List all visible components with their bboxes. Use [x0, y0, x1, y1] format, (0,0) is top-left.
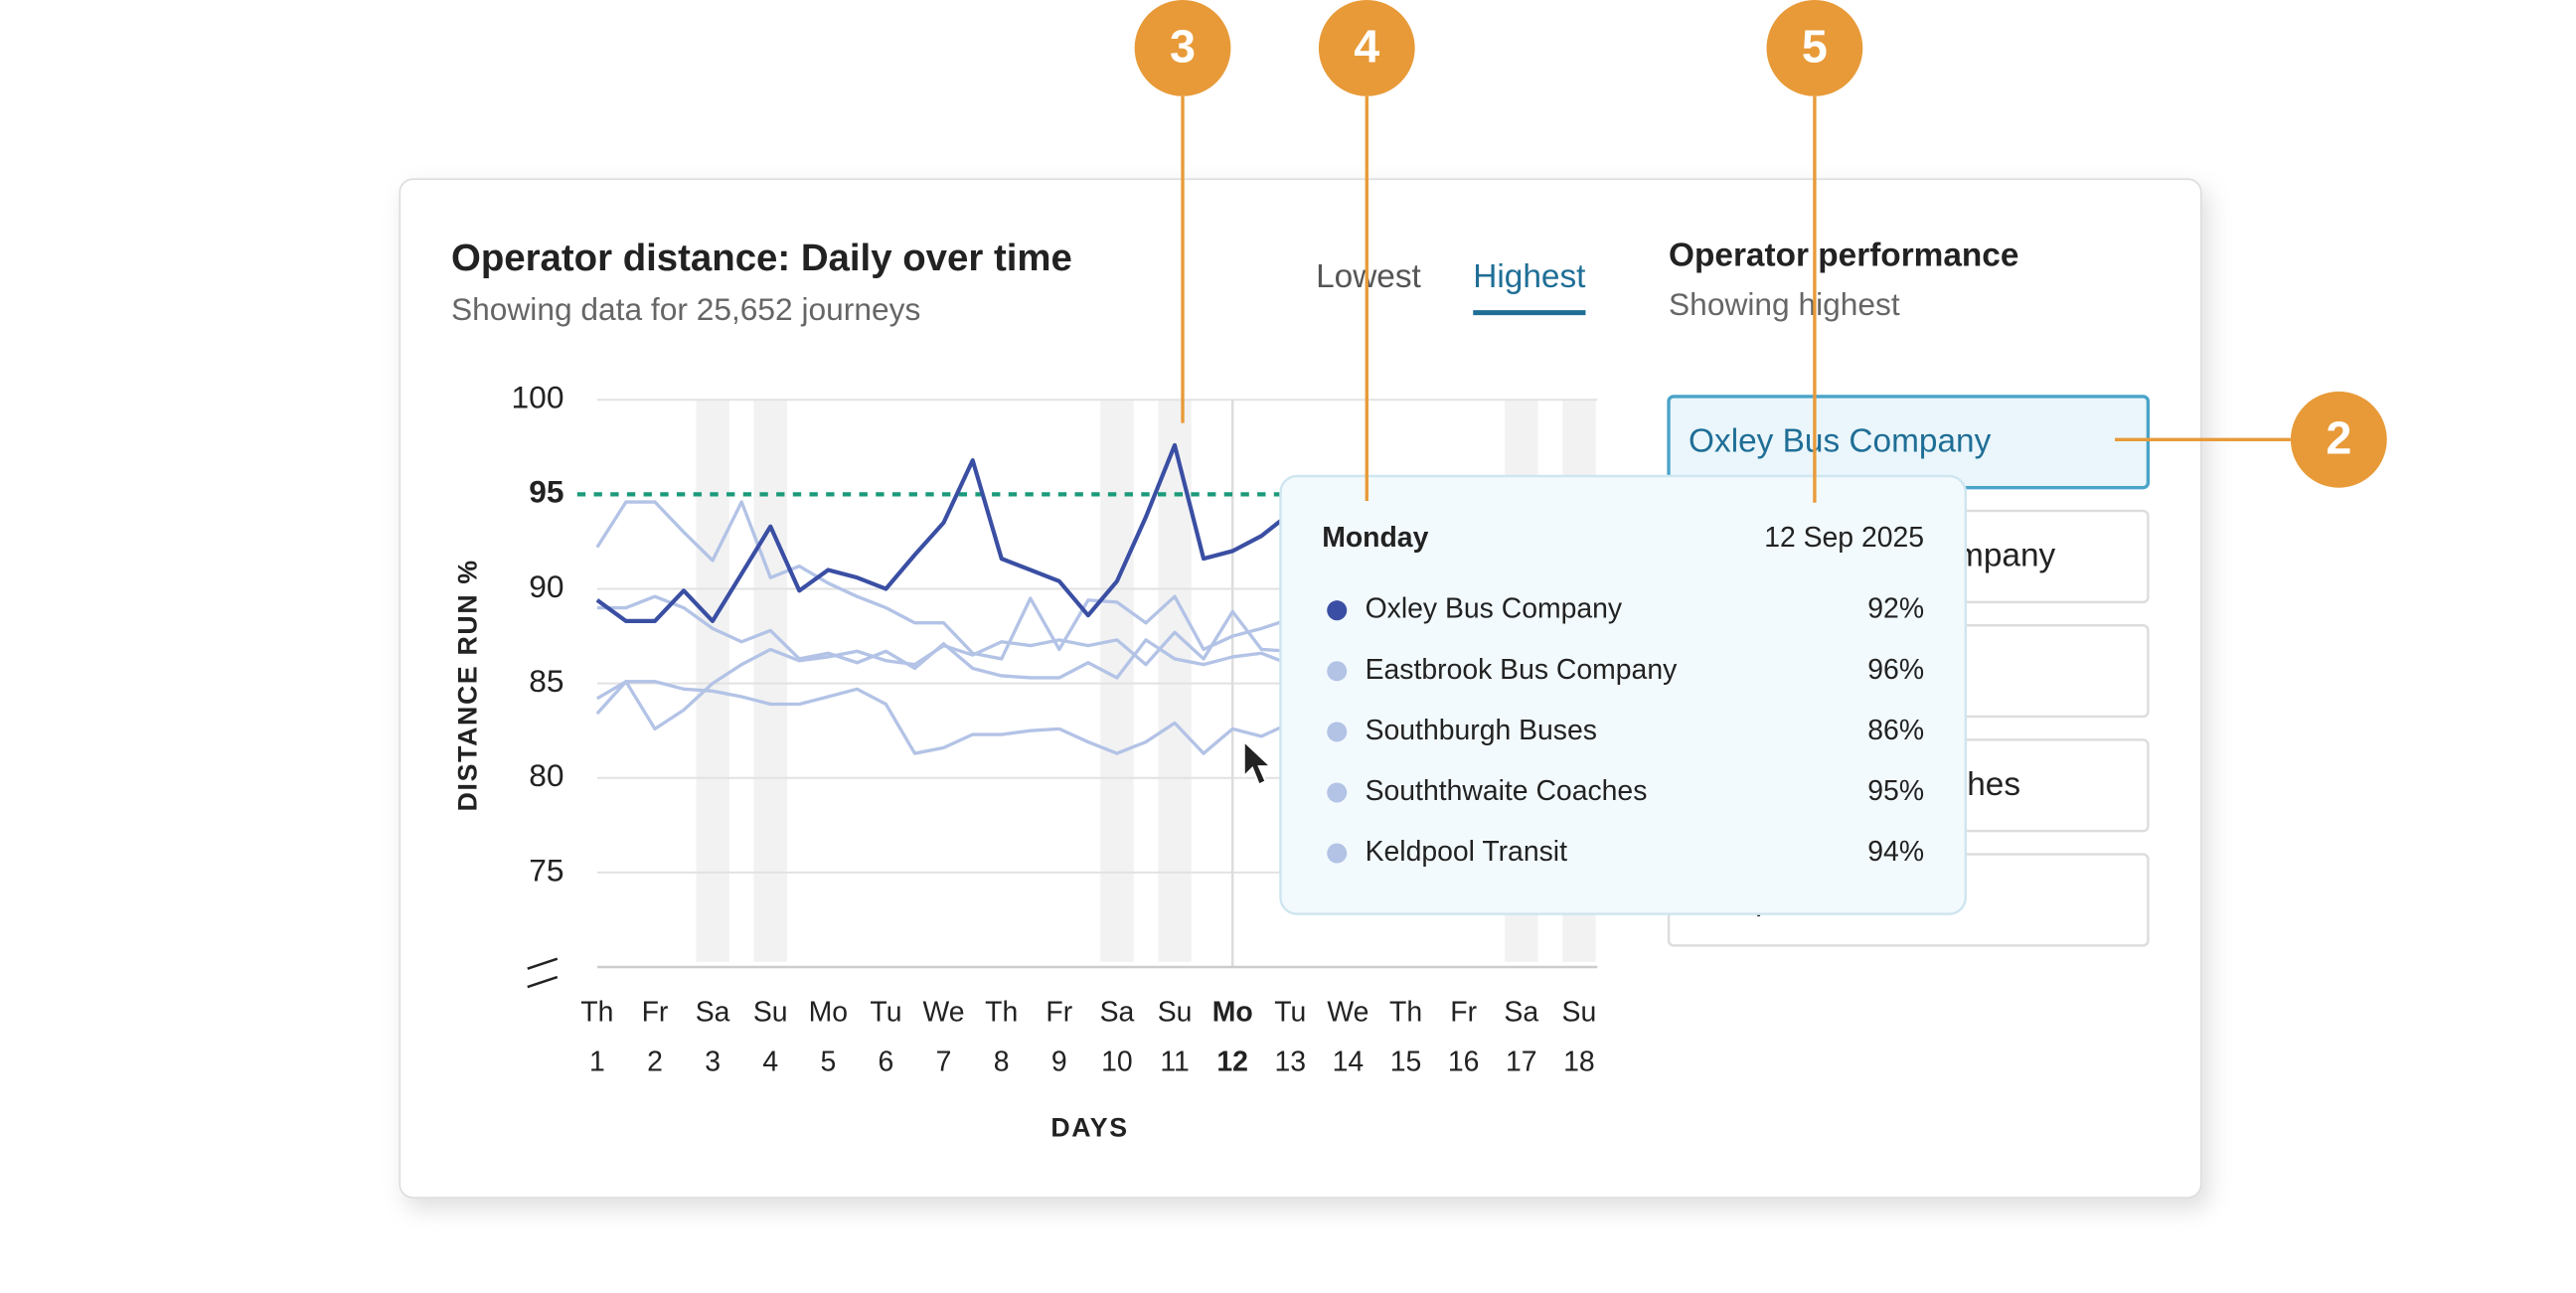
callout-number: 4 — [1354, 20, 1379, 72]
x-tick-weekday: Fr — [642, 996, 669, 1028]
tooltip-day: Monday — [1322, 522, 1428, 554]
callout-badge — [1134, 0, 1231, 96]
x-tick-weekday: Su — [1158, 996, 1193, 1028]
tooltip-name: Eastbrook Bus Company — [1366, 654, 1679, 686]
x-tick-weekday: Tu — [1274, 996, 1306, 1028]
tooltip-date: 12 Sep 2025 — [1764, 522, 1924, 554]
x-tick-label: 16 — [1448, 1046, 1480, 1077]
tab-underline — [1473, 310, 1586, 316]
x-tick-weekday: Th — [580, 996, 613, 1028]
tooltip-name: Oxley Bus Company — [1366, 593, 1623, 625]
y-tick-label: 100 — [512, 380, 564, 415]
x-tick-label: 13 — [1275, 1046, 1307, 1077]
tooltip-box — [1279, 474, 1968, 915]
x-tick-label: 18 — [1563, 1046, 1595, 1077]
panel-title: Operator performance — [1669, 238, 2018, 274]
x-tick-label: 4 — [762, 1046, 778, 1077]
x-tick-label: 2 — [647, 1046, 663, 1077]
x-tick-weekday: Mo — [809, 996, 848, 1028]
tooltip-value: 96% — [1867, 654, 1924, 686]
tooltip-value: 86% — [1867, 715, 1924, 746]
tooltip-value: 94% — [1867, 836, 1924, 868]
x-tick-label: 7 — [936, 1046, 952, 1077]
tab[interactable]: Lowest — [1316, 258, 1421, 295]
tooltip-name: Keldpool Transit — [1366, 836, 1567, 868]
weekend-band — [753, 400, 787, 963]
tooltip-dot — [1327, 782, 1348, 803]
x-tick-label: 11 — [1160, 1046, 1189, 1077]
y-tick-label: 75 — [529, 852, 564, 888]
x-tick-label: 3 — [705, 1046, 721, 1077]
callouts: 3 4 5 2 — [1134, 0, 2387, 503]
tooltip-dot — [1327, 843, 1348, 864]
y-tick-label: 85 — [529, 663, 564, 699]
x-tick-label: 15 — [1390, 1046, 1422, 1077]
chart-title: Operator distance: Daily over time — [451, 237, 1072, 279]
weekend-band — [696, 400, 729, 963]
x-tick-label: 5 — [820, 1046, 836, 1077]
x-tick-weekday: We — [1327, 996, 1368, 1028]
y-tick-label: 90 — [529, 568, 564, 604]
tabs: Lowest Highest — [1316, 258, 1586, 316]
panel-subtitle: Showing highest — [1669, 286, 1900, 322]
x-tick-weekday: Sa — [1100, 996, 1135, 1028]
x-tick-label: 1 — [589, 1046, 605, 1077]
cursor — [1242, 738, 1274, 786]
operator-name[interactable]: Oxley Bus Company — [1689, 422, 1992, 459]
axis-break — [527, 957, 559, 970]
x-tick-weekday: Sa — [696, 996, 730, 1028]
tooltip-value: 95% — [1867, 775, 1924, 807]
callout-number: 3 — [1170, 20, 1196, 72]
x-axis-label: DAYS — [1050, 1113, 1128, 1143]
callout-number: 5 — [1802, 20, 1828, 72]
x-tick-weekday: Su — [753, 996, 788, 1028]
x-tick-weekday: Tu — [870, 996, 901, 1028]
x-tick-weekday: Th — [1389, 996, 1422, 1028]
tab[interactable]: Highest — [1473, 258, 1586, 295]
chart-subtitle: Showing data for 25,652 journeys — [451, 291, 920, 327]
axis-break — [527, 975, 559, 989]
tooltip-name: Southburgh Buses — [1366, 715, 1597, 746]
callout-number: 2 — [2326, 411, 2351, 463]
tooltip-name: Souththwaite Coaches — [1366, 775, 1648, 807]
x-tick-label: 12 — [1216, 1046, 1248, 1077]
x-tick-weekday: Fr — [1046, 996, 1072, 1028]
x-tick-label: 9 — [1051, 1046, 1067, 1077]
tooltip-dot — [1327, 600, 1348, 621]
x-tick-weekday: Mo — [1212, 996, 1253, 1028]
x-tick-label: 14 — [1333, 1046, 1365, 1077]
tooltip-value: 92% — [1867, 593, 1924, 625]
tooltip: Monday 12 Sep 2025 Oxley Bus Company 92% E… — [1279, 474, 1968, 915]
x-tick-label: 6 — [879, 1046, 894, 1077]
x-tick-weekday: Sa — [1504, 996, 1538, 1028]
callout-badge — [1766, 0, 1863, 96]
tooltip-dot — [1327, 661, 1348, 682]
x-tick-label: 10 — [1101, 1046, 1133, 1077]
x-tick-weekday: We — [923, 996, 965, 1028]
x-tick-label: 8 — [994, 1046, 1010, 1077]
x-tick-weekday: Th — [985, 996, 1018, 1028]
weekend-band — [1100, 400, 1134, 963]
x-tick-label: 17 — [1506, 1046, 1537, 1077]
y-axis-label: DISTANCE RUN % — [452, 559, 482, 811]
y-tick-label: 80 — [529, 757, 564, 793]
x-tick-weekday: Su — [1562, 996, 1597, 1028]
x-tick-weekday: Fr — [1450, 996, 1477, 1028]
reference-label: 95 — [529, 474, 564, 510]
callout-badge — [1318, 0, 1415, 96]
callout-badge — [2290, 391, 2387, 488]
tooltip-dot — [1327, 722, 1348, 742]
